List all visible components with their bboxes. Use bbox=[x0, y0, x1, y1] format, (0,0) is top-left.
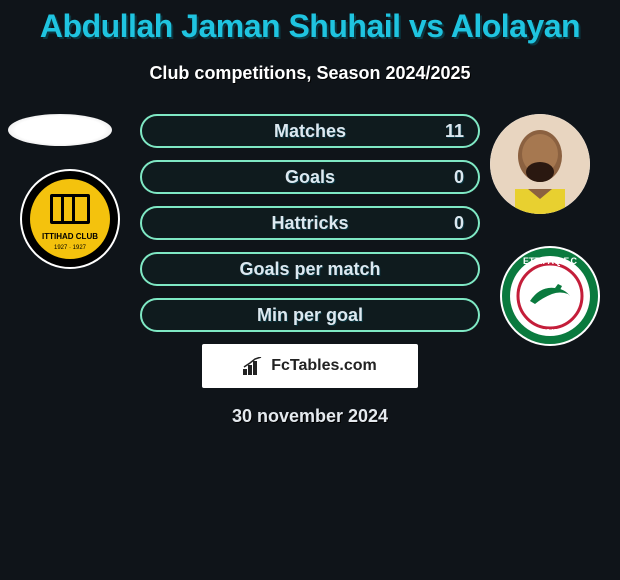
club-right-badge: ETTIFAQ F.C 1945 bbox=[500, 246, 600, 346]
stat-row: Matches 11 bbox=[140, 114, 480, 148]
stat-label: Matches bbox=[142, 121, 478, 142]
stat-value-right: 0 bbox=[454, 213, 464, 234]
player-photo-icon bbox=[490, 114, 590, 214]
stats-table: Matches 11 Goals 0 Hattricks 0 Goals per… bbox=[140, 114, 480, 332]
svg-text:ITTIHAD CLUB: ITTIHAD CLUB bbox=[42, 232, 98, 241]
stat-row: Goals per match bbox=[140, 252, 480, 286]
svg-text:1945: 1945 bbox=[542, 329, 558, 336]
chart-icon bbox=[243, 357, 265, 375]
stat-value-right: 0 bbox=[454, 167, 464, 188]
stat-label: Goals bbox=[142, 167, 478, 188]
player-left-avatar bbox=[8, 114, 112, 146]
svg-text:1927 · 1927: 1927 · 1927 bbox=[54, 245, 87, 251]
club-left-badge: ITTIHAD CLUB 1927 · 1927 bbox=[20, 169, 120, 269]
player-right-avatar bbox=[490, 114, 590, 214]
stat-row: Goals 0 bbox=[140, 160, 480, 194]
brand-text: FcTables.com bbox=[271, 357, 377, 375]
stat-label: Hattricks bbox=[142, 213, 478, 234]
date-label: 30 november 2024 bbox=[0, 406, 620, 427]
ittihad-club-icon: ITTIHAD CLUB 1927 · 1927 bbox=[20, 169, 120, 269]
stat-value-right: 11 bbox=[445, 121, 464, 142]
comparison-panel: ITTIHAD CLUB 1927 · 1927 ETTIFAQ F.C 194… bbox=[0, 114, 620, 427]
stat-label: Min per goal bbox=[142, 305, 478, 326]
stat-label: Goals per match bbox=[142, 259, 478, 280]
brand-badge: FcTables.com bbox=[202, 344, 418, 388]
ettifaq-club-icon: ETTIFAQ F.C 1945 bbox=[500, 246, 600, 346]
svg-text:ETTIFAQ F.C: ETTIFAQ F.C bbox=[523, 256, 578, 266]
page-title: Abdullah Jaman Shuhail vs Alolayan bbox=[0, 0, 620, 45]
stat-row: Hattricks 0 bbox=[140, 206, 480, 240]
stat-row: Min per goal bbox=[140, 298, 480, 332]
subtitle: Club competitions, Season 2024/2025 bbox=[0, 63, 620, 84]
